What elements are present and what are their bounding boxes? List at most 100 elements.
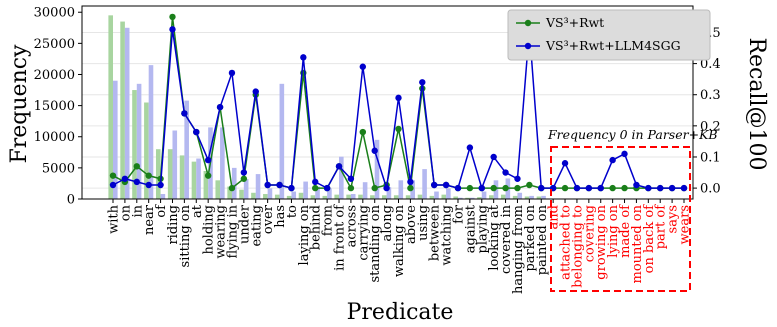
highlight-box [550, 146, 691, 292]
x-tick-label-34: hanging from [511, 205, 526, 294]
bar-green-bars-10 [227, 186, 232, 199]
point-series-1-16 [300, 54, 307, 61]
bar-blue-bars-35 [529, 195, 534, 199]
point-series-0-3 [145, 172, 152, 179]
bar-blue-bars-19 [339, 156, 344, 199]
bar-blue-bars-7 [196, 158, 201, 199]
point-series-1-5 [169, 26, 176, 33]
point-series-1-44 [633, 181, 640, 189]
point-series-1-29 [454, 184, 462, 192]
point-series-1-46 [657, 184, 664, 192]
left-tick-label-6: 30000 [34, 6, 75, 21]
point-series-0-11 [240, 175, 248, 182]
point-series-1-0 [109, 181, 117, 189]
point-series-0-21 [359, 128, 367, 136]
bar-blue-bars-31 [481, 191, 487, 199]
x-tick-label-16: laying on [297, 204, 312, 265]
x-tick-label-3: near [142, 204, 157, 235]
x-tick-label-26: using [416, 205, 431, 241]
y-axis-title-left: Frequency [7, 44, 32, 164]
point-series-0-20 [347, 184, 355, 192]
point-series-0-0 [109, 172, 117, 179]
point-series-0-34 [514, 184, 521, 192]
bar-green-bars-5 [167, 149, 173, 199]
bar-green-bars-11 [239, 189, 244, 199]
x-tick-label-33: covered in [499, 204, 514, 274]
bar-green-bars-21 [358, 194, 363, 199]
point-series-1-2 [133, 178, 140, 186]
legend: VS³+Rwt VS³+Rwt+LLM4SGG [507, 9, 711, 61]
bar-blue-bars-17 [315, 186, 320, 199]
point-series-1-12 [252, 88, 259, 95]
bar-green-bars-24 [393, 195, 399, 199]
x-tick-label-10: flying in [225, 204, 240, 258]
point-series-1-45 [645, 184, 652, 192]
bar-blue-bars-12 [255, 174, 261, 199]
point-series-1-36 [538, 184, 545, 192]
point-series-1-38 [561, 160, 569, 167]
x-tick-label-41: growing on [594, 204, 609, 279]
bar-green-bars-34 [512, 195, 518, 199]
x-tick-label-1: on [118, 204, 133, 221]
bar-green-bars-36 [536, 196, 542, 199]
x-tick-label-38: attached to [559, 205, 574, 280]
bar-blue-bars-5 [172, 130, 178, 199]
bar-green-bars-0 [108, 15, 113, 199]
bar-green-bars-31 [477, 197, 482, 199]
bar-green-bars-35 [524, 196, 530, 199]
x-tick-label-17: behind [309, 205, 324, 250]
bar-blue-bars-24 [398, 180, 404, 199]
bar-green-bars-16 [298, 192, 304, 199]
bar-green-bars-22 [370, 195, 375, 199]
left-tick-label-0: 0 [67, 193, 75, 208]
point-series-1-47 [668, 184, 676, 192]
x-tick-label-19: in front of [333, 204, 348, 271]
bar-marks [108, 15, 546, 200]
x-tick-label-36: painted on [535, 204, 550, 275]
bar-blue-bars-14 [279, 83, 285, 199]
bar-blue-bars-28 [446, 188, 451, 199]
x-tick-label-8: holding [202, 205, 217, 255]
legend-marker-vs3-rwt-llm4sgg [524, 42, 532, 50]
point-series-0-42 [609, 184, 616, 192]
point-series-1-25 [407, 178, 414, 186]
bar-blue-bars-0 [113, 80, 118, 199]
right-tick-label-1: 0.1 [700, 150, 721, 165]
point-series-1-7 [193, 128, 200, 136]
bar-green-bars-26 [417, 194, 423, 199]
right-tick-label-4: 0.4 [700, 57, 721, 72]
x-tick-label-31: playing [475, 205, 490, 253]
x-tick-label-25: above [404, 205, 419, 244]
bar-blue-bars-27 [434, 191, 439, 199]
x-tick-label-2: in [130, 204, 145, 217]
point-series-1-41 [597, 184, 604, 192]
point-series-0-38 [561, 184, 569, 192]
x-tick-label-22: standing on [368, 204, 383, 282]
annotation-frequency-zero: Frequency 0 in Parser+KB [547, 127, 718, 142]
point-series-1-14 [276, 181, 283, 189]
bar-blue-bars-2 [136, 83, 142, 199]
bar-blue-bars-36 [541, 195, 546, 199]
x-tick-label-39: belonging to [570, 205, 585, 288]
bar-green-bars-29 [453, 196, 458, 199]
bar-blue-bars-11 [243, 179, 249, 199]
bar-green-bars-32 [489, 195, 494, 199]
bar-green-bars-25 [405, 195, 411, 199]
point-series-1-19 [335, 163, 343, 170]
point-series-1-28 [442, 181, 450, 189]
point-series-1-9 [216, 103, 224, 111]
x-tick-label-29: for [451, 204, 466, 224]
legend-label-vs3-rwt-llm4sgg: VS³+Rwt+LLM4SGG [545, 38, 681, 53]
point-series-0-43 [621, 184, 628, 192]
point-series-1-30 [466, 144, 474, 151]
x-axis-title: Predicate [347, 300, 454, 325]
point-series-0-17 [312, 184, 319, 192]
bar-blue-bars-26 [422, 169, 427, 199]
point-series-1-20 [347, 175, 355, 182]
right-tick-label-0: 0.0 [700, 182, 721, 197]
line-marks [109, 13, 688, 192]
point-series-1-3 [145, 181, 152, 189]
x-tick-label-23: along [380, 205, 395, 241]
